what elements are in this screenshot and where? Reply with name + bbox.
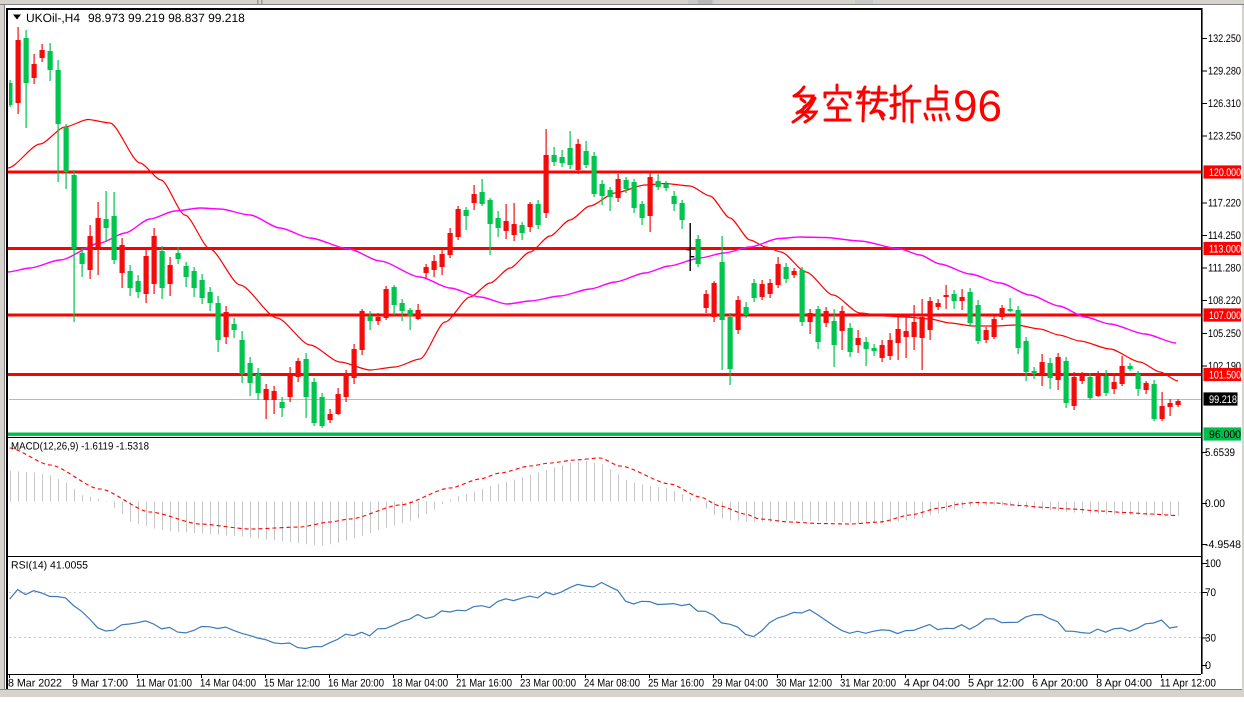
svg-text:100: 100 bbox=[1205, 558, 1221, 570]
svg-text:-4.9548: -4.9548 bbox=[1205, 539, 1241, 551]
svg-text:25 Mar 16:00: 25 Mar 16:00 bbox=[648, 678, 704, 690]
svg-text:111.280: 111.280 bbox=[1208, 262, 1241, 274]
svg-text:4 Apr 04:00: 4 Apr 04:00 bbox=[904, 678, 960, 690]
svg-text:117.220: 117.220 bbox=[1208, 197, 1241, 209]
svg-text:113.000: 113.000 bbox=[1209, 244, 1241, 256]
svg-text:5 Apr 12:00: 5 Apr 12:00 bbox=[968, 678, 1024, 690]
svg-text:0: 0 bbox=[1205, 660, 1211, 672]
svg-text:108.220: 108.220 bbox=[1208, 295, 1241, 307]
svg-text:21 Mar 16:00: 21 Mar 16:00 bbox=[456, 678, 512, 690]
svg-text:16 Mar 20:00: 16 Mar 20:00 bbox=[328, 678, 384, 690]
svg-text:14 Mar 04:00: 14 Mar 04:00 bbox=[200, 678, 256, 690]
svg-text:29 Mar 04:00: 29 Mar 04:00 bbox=[712, 678, 768, 690]
svg-text:129.280: 129.280 bbox=[1208, 65, 1241, 77]
svg-text:23 Mar 00:00: 23 Mar 00:00 bbox=[520, 678, 576, 690]
svg-text:96: 96 bbox=[953, 82, 1002, 131]
svg-text:30: 30 bbox=[1205, 632, 1216, 644]
svg-text:8 Mar 2022: 8 Mar 2022 bbox=[8, 678, 62, 690]
svg-text:120.000: 120.000 bbox=[1209, 167, 1241, 179]
svg-text:18 Mar 04:00: 18 Mar 04:00 bbox=[392, 678, 448, 690]
svg-text:30 Mar 12:00: 30 Mar 12:00 bbox=[776, 678, 832, 690]
svg-text:96.000: 96.000 bbox=[1209, 429, 1241, 441]
svg-text:107.000: 107.000 bbox=[1209, 310, 1241, 322]
svg-text:UKOil-,H4: UKOil-,H4 bbox=[26, 11, 80, 25]
svg-text:132.250: 132.250 bbox=[1208, 33, 1241, 45]
svg-text:15 Mar 12:00: 15 Mar 12:00 bbox=[264, 678, 320, 690]
svg-text:24 Mar 08:00: 24 Mar 08:00 bbox=[584, 678, 640, 690]
svg-text:8 Apr 04:00: 8 Apr 04:00 bbox=[1096, 678, 1152, 690]
svg-text:70: 70 bbox=[1205, 587, 1216, 599]
svg-text:123.250: 123.250 bbox=[1208, 130, 1241, 142]
svg-text:105.250: 105.250 bbox=[1208, 328, 1241, 340]
svg-text:11 Apr 12:00: 11 Apr 12:00 bbox=[1160, 678, 1216, 690]
svg-text:101.500: 101.500 bbox=[1209, 370, 1241, 382]
svg-text:31 Mar 20:00: 31 Mar 20:00 bbox=[840, 678, 896, 690]
svg-text:114.250: 114.250 bbox=[1208, 230, 1241, 242]
svg-text:5.6539: 5.6539 bbox=[1205, 447, 1235, 459]
svg-text:126.310: 126.310 bbox=[1208, 98, 1241, 110]
svg-text:99.218: 99.218 bbox=[1209, 394, 1237, 406]
svg-text:98.973 99.219 98.837 99.218: 98.973 99.219 98.837 99.218 bbox=[88, 11, 245, 25]
svg-text:11 Mar 01:00: 11 Mar 01:00 bbox=[136, 678, 192, 690]
svg-text:9 Mar 17:00: 9 Mar 17:00 bbox=[72, 678, 128, 690]
svg-text:6 Apr 20:00: 6 Apr 20:00 bbox=[1032, 678, 1088, 690]
svg-text:RSI(14) 41.0055: RSI(14) 41.0055 bbox=[11, 560, 88, 572]
svg-text:0.00: 0.00 bbox=[1205, 498, 1225, 510]
svg-text:MACD(12,26,9) -1.6119 -1.5318: MACD(12,26,9) -1.6119 -1.5318 bbox=[11, 441, 149, 453]
